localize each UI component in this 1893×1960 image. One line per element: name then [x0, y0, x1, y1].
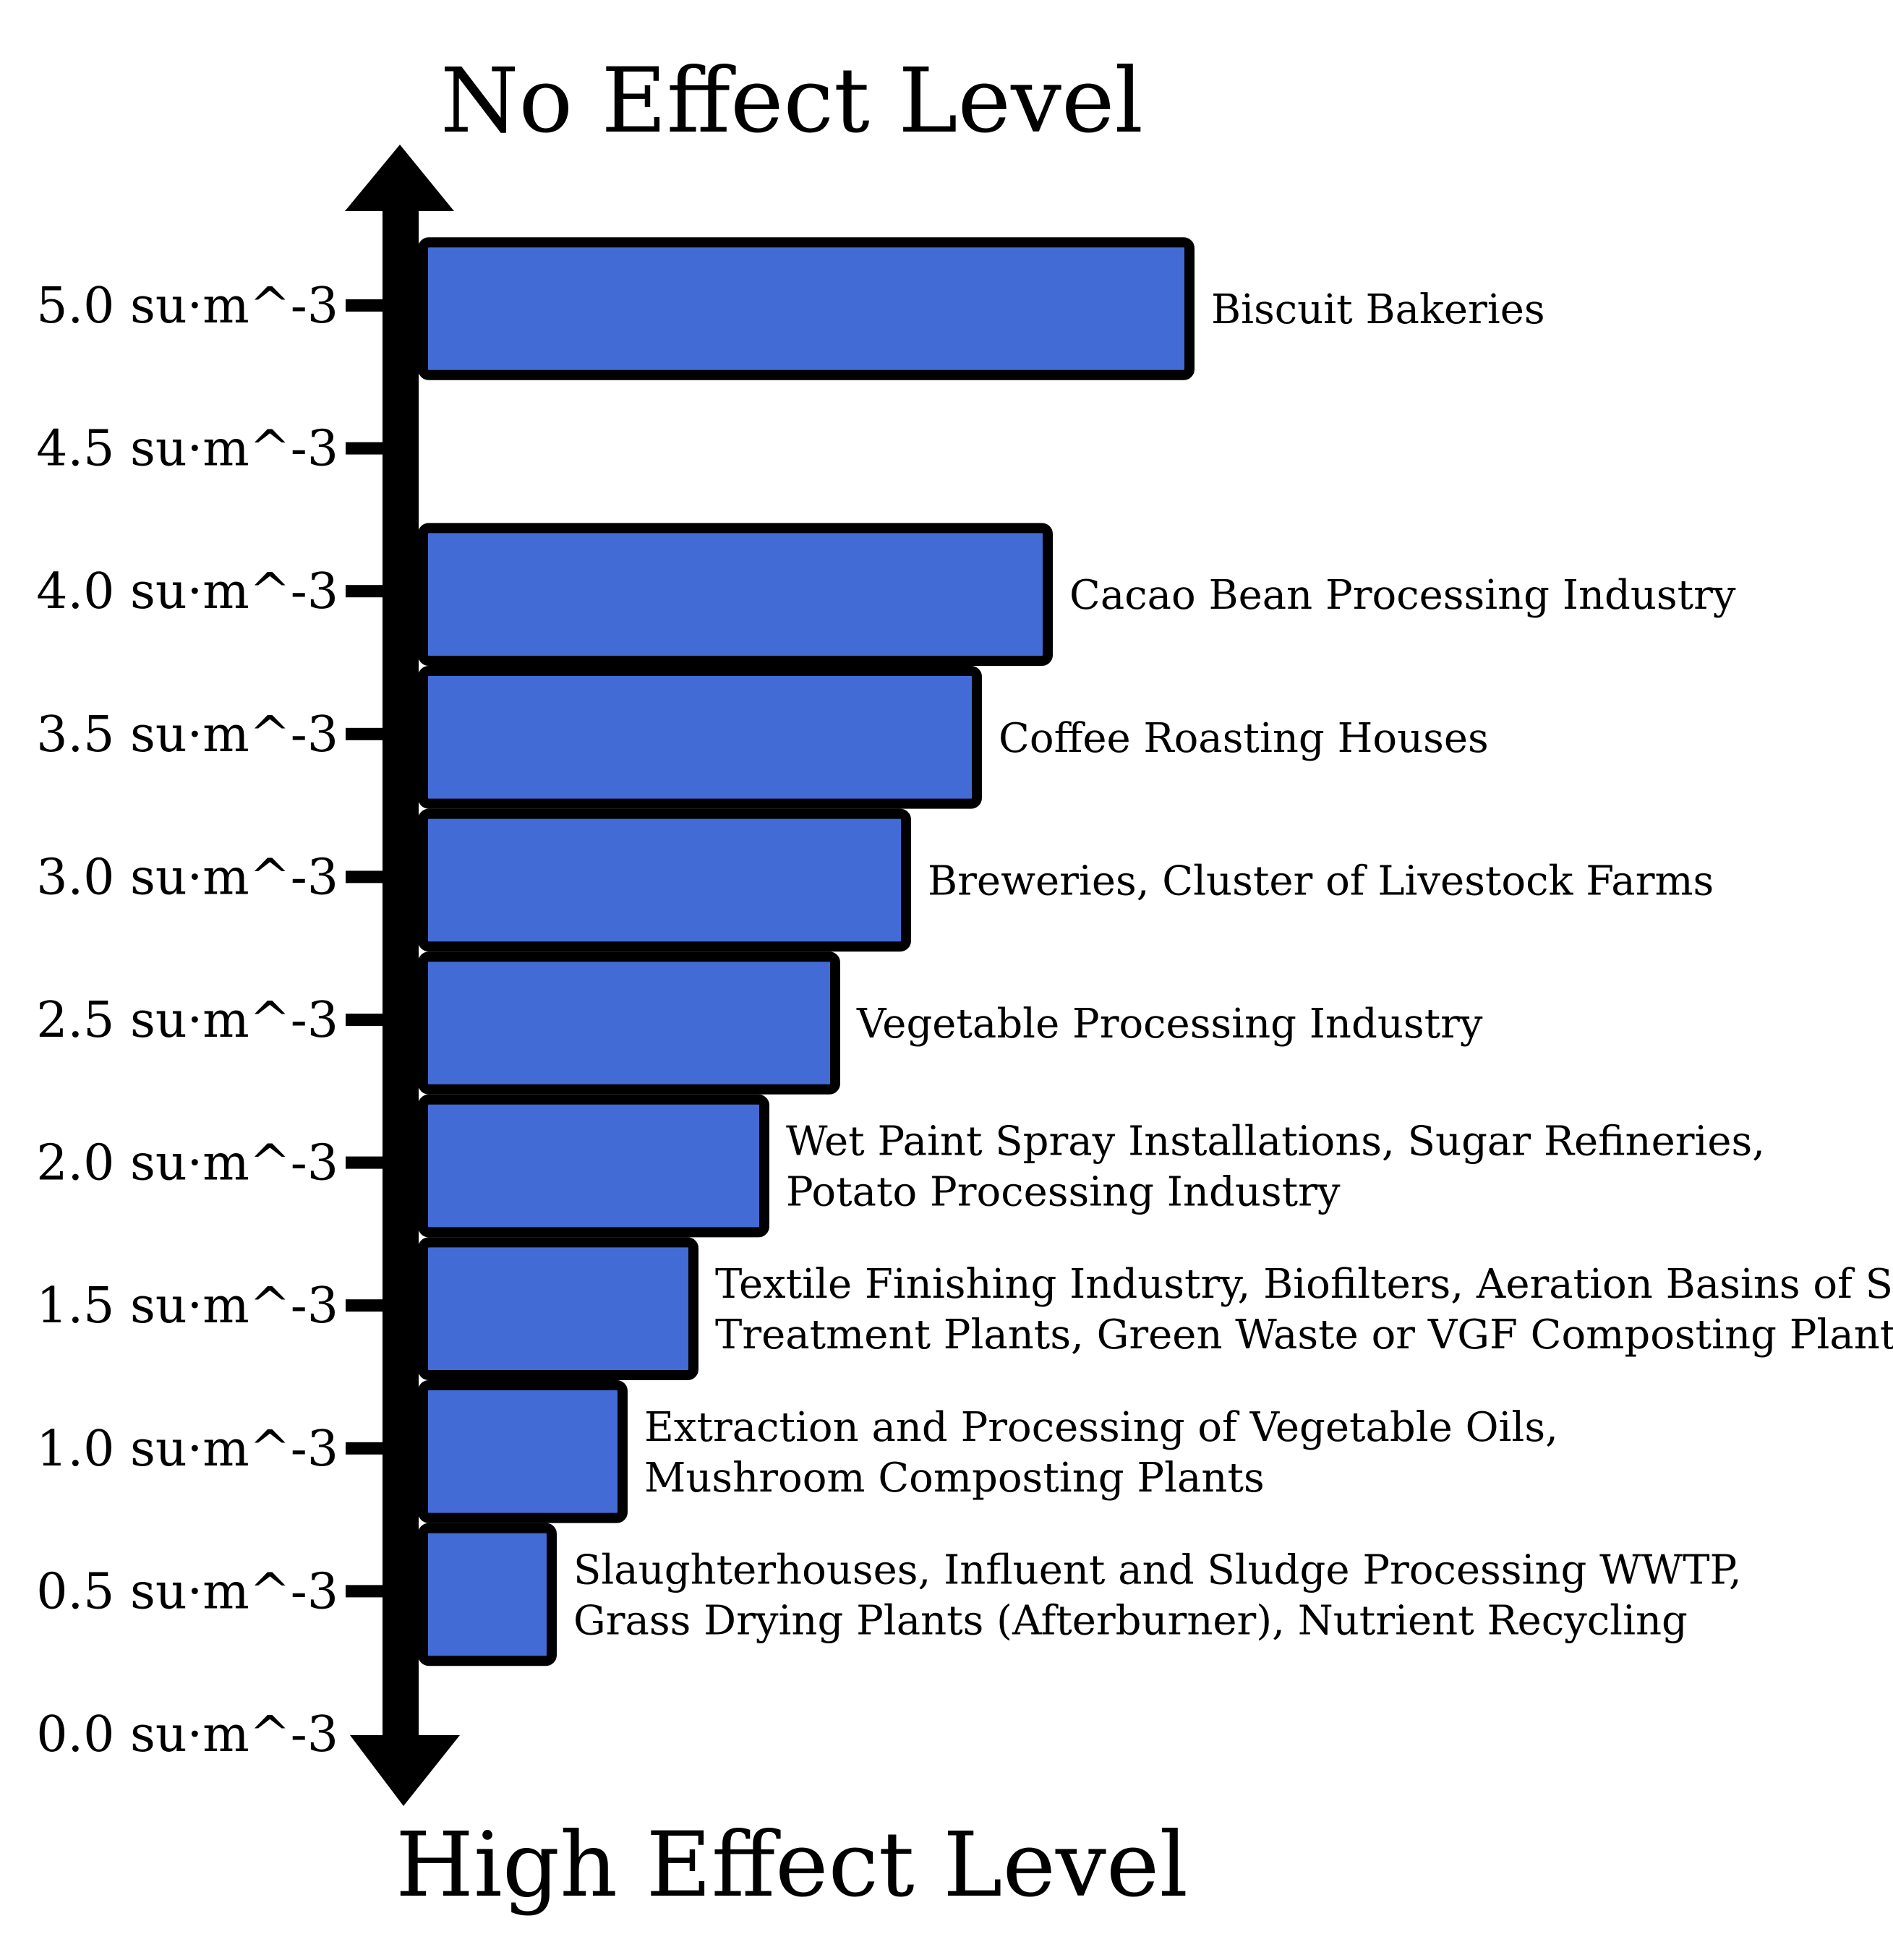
axis-line: [383, 202, 419, 1750]
bar: [418, 1380, 628, 1523]
bar: [418, 666, 982, 809]
y-tick-label: 2.5 su·m^-3: [36, 992, 338, 1049]
y-tick-label: 3.0 su·m^-3: [36, 849, 338, 906]
y-tick-mark: [346, 1014, 389, 1026]
y-tick-mark: [346, 585, 389, 598]
y-tick-label: 2.0 su·m^-3: [36, 1135, 338, 1192]
y-tick-label: 0.5 su·m^-3: [36, 1563, 338, 1620]
y-tick-mark: [346, 1299, 389, 1312]
y-tick-mark: [346, 727, 389, 740]
bar-label: Wet Paint Spray Installations, Sugar Ref…: [786, 1118, 1765, 1216]
bar-label: Textile Finishing Industry, Biofilters, …: [715, 1261, 1893, 1358]
y-tick-mark: [346, 442, 389, 455]
bar-labels: Biscuit Bakeries Cacao Bean Processing In…: [573, 286, 1893, 1644]
bar-label: Breweries, Cluster of Livestock Farms: [928, 857, 1714, 904]
bar-label: Cacao Bean Processing Industry: [1069, 572, 1736, 619]
y-tick-mark: [346, 1442, 389, 1455]
y-tick-mark: [346, 299, 389, 312]
axis-arrow-up-icon: [345, 145, 454, 211]
y-tick-label: 0.0 su·m^-3: [36, 1706, 338, 1763]
bar: [418, 1523, 557, 1666]
bar: [418, 1237, 698, 1381]
bar: [418, 951, 840, 1095]
y-tick-label: 4.5 su·m^-3: [36, 421, 338, 478]
ticks: 5.0 su·m^-3 4.5 su·m^-3 4.0 su·m^-3 3.5 su·…: [36, 278, 389, 1763]
bar-label: Coffee Roasting Houses: [999, 715, 1489, 762]
axis-arrow-down-icon: [350, 1735, 460, 1806]
bars: [418, 237, 1195, 1666]
bar-label: Vegetable Processing Industry: [856, 1001, 1483, 1048]
bar: [418, 808, 911, 952]
y-tick-label: 3.5 su·m^-3: [36, 706, 338, 763]
y-tick-label: 1.5 su·m^-3: [36, 1278, 338, 1335]
bottom-label: High Effect Level: [396, 1813, 1188, 1917]
y-tick-mark: [346, 1585, 389, 1598]
bar: [418, 523, 1053, 667]
y-tick-label: 4.0 su·m^-3: [36, 563, 338, 620]
bar-label: Extraction and Processing of Vegetable O…: [644, 1404, 1558, 1502]
y-tick-mark: [346, 870, 389, 883]
y-tick-label: 5.0 su·m^-3: [36, 278, 338, 335]
bar: [418, 1094, 769, 1238]
bar: [418, 237, 1195, 380]
bar-label: Slaughterhouses, Influent and Sludge Pro…: [573, 1546, 1742, 1644]
axis: [345, 145, 460, 1806]
top-label: No Effect Level: [440, 49, 1143, 153]
bar-label: Biscuit Bakeries: [1211, 286, 1545, 333]
y-tick-mark: [346, 1156, 389, 1169]
y-tick-label: 1.0 su·m^-3: [36, 1421, 338, 1478]
